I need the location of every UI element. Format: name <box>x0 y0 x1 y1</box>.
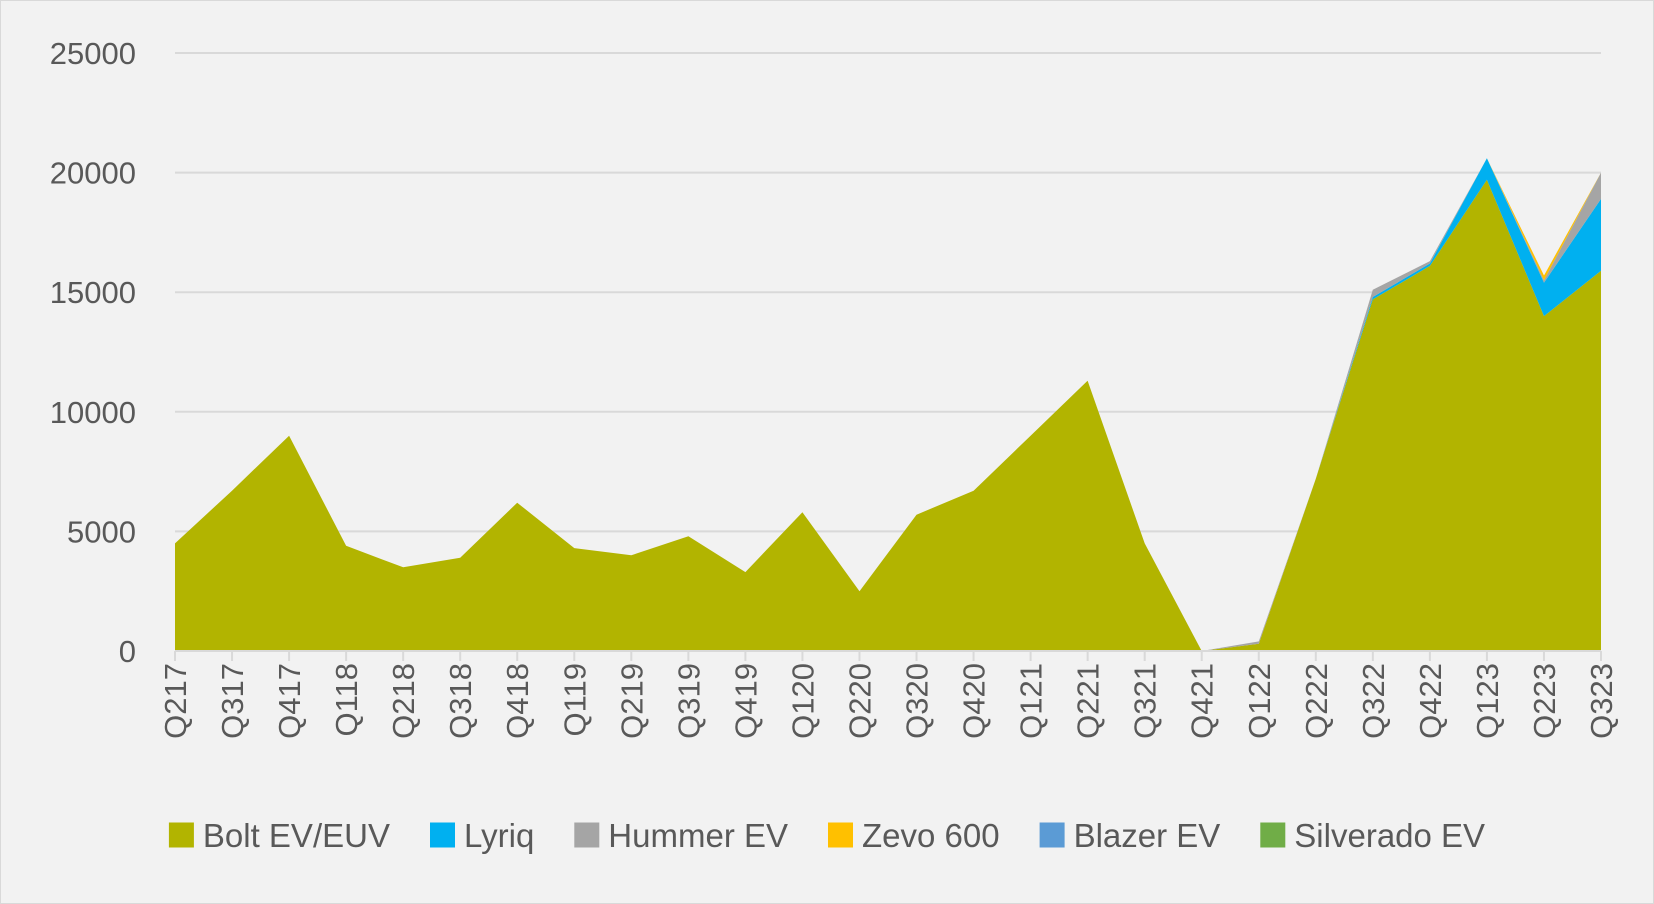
x-tick-label: Q422 <box>1413 663 1448 739</box>
y-tick-label: 25000 <box>50 36 136 71</box>
legend-swatch <box>828 822 853 848</box>
x-tick-label: Q323 <box>1584 663 1619 739</box>
legend-swatch <box>168 822 194 848</box>
legend-label: Lyriq <box>464 817 534 854</box>
x-tick-label: Q118 <box>329 663 364 737</box>
x-tick-label: Q220 <box>843 663 878 739</box>
legend-item: Bolt EV/EUV <box>168 817 390 854</box>
legend-item: Lyriq <box>430 817 534 854</box>
x-tick-label: Q217 <box>158 663 193 739</box>
x-tick-label: Q121 <box>1014 663 1049 739</box>
x-tick-label: Q321 <box>1128 663 1163 739</box>
x-tick-label: Q119 <box>557 663 592 737</box>
legend-item: Silverado EV <box>1260 817 1485 854</box>
x-tick-label: Q319 <box>671 663 706 739</box>
legend-swatch <box>574 822 600 848</box>
area-bolt-ev-euv <box>175 179 1601 652</box>
legend-label: Blazer EV <box>1074 817 1221 854</box>
x-tick-label: Q317 <box>215 663 250 739</box>
axes: 0 5000 10000 15000 20000 25000 Q217 Q317 Q417 Q11… <box>50 36 1619 739</box>
legend-label: Zevo 600 <box>862 817 1000 854</box>
y-tick-label: 15000 <box>50 275 136 310</box>
legend-item: Blazer EV <box>1039 817 1221 854</box>
y-tick-label: 5000 <box>67 514 136 549</box>
y-tick-label: 10000 <box>50 395 136 430</box>
x-tick-label: Q223 <box>1527 663 1562 739</box>
x-tick-label: Q417 <box>272 663 307 739</box>
x-tick-label: Q421 <box>1185 663 1220 739</box>
x-tick-label: Q218 <box>386 663 421 739</box>
legend-swatch <box>1260 822 1286 848</box>
x-tick-label: Q419 <box>728 663 763 739</box>
legend-swatch <box>1039 822 1065 848</box>
legend-label: Bolt EV/EUV <box>203 817 390 854</box>
x-tick-label: Q222 <box>1299 663 1334 739</box>
legend-item: Hummer EV <box>574 817 788 854</box>
x-tick-label: Q221 <box>1071 663 1106 739</box>
y-tick-label: 20000 <box>50 156 136 191</box>
x-tick-label: Q318 <box>443 663 478 739</box>
legend: Bolt EV/EUV Lyriq Hummer EV Zevo 600 Blazer … <box>168 817 1485 854</box>
x-tick-label: Q123 <box>1470 663 1505 739</box>
x-tick-label: Q320 <box>900 663 935 739</box>
x-tick-label: Q418 <box>500 663 535 739</box>
legend-item: Zevo 600 <box>828 817 1000 854</box>
stacked-areas <box>175 158 1601 652</box>
legend-swatch <box>430 822 455 848</box>
x-tick-label: Q120 <box>785 663 820 739</box>
x-tick-label: Q219 <box>614 663 649 739</box>
x-tick-label: Q122 <box>1242 663 1277 739</box>
x-tick-label: Q322 <box>1356 663 1391 739</box>
x-tick-label: Q420 <box>957 663 992 739</box>
legend-label: Hummer EV <box>608 817 788 854</box>
legend-label: Silverado EV <box>1294 817 1485 854</box>
y-tick-label: 0 <box>119 634 136 669</box>
